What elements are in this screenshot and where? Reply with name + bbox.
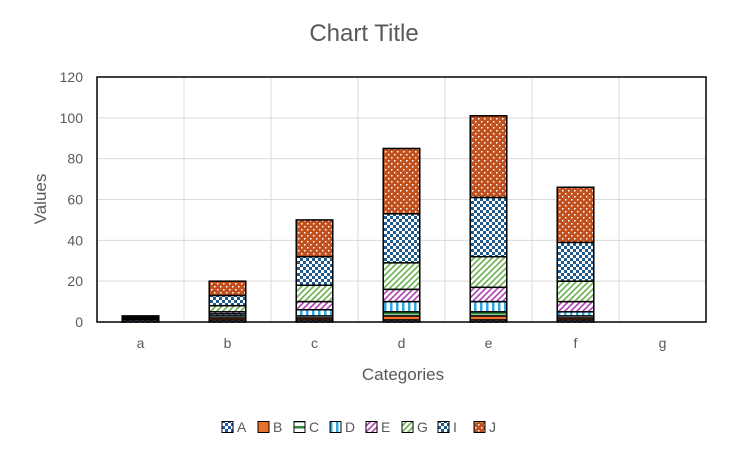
legend-swatch <box>401 421 414 433</box>
legend-label: B <box>273 419 282 435</box>
legend-item: B <box>257 419 282 435</box>
bar-segment-f-J <box>556 186 595 244</box>
x-tick-label: c <box>311 335 318 351</box>
bar-segment-c-I <box>295 255 334 286</box>
bar-segment-e-J <box>469 115 508 199</box>
x-tick-label: f <box>574 335 578 351</box>
legend-label: J <box>489 419 496 435</box>
x-tick-label: g <box>659 335 667 351</box>
bar-segment-d-I <box>382 213 421 264</box>
legend-label: C <box>309 419 319 435</box>
y-tick-label: 80 <box>67 151 83 167</box>
legend-swatch <box>257 421 270 433</box>
legend-item: I <box>437 419 457 435</box>
bar-segment-f-I <box>556 241 595 282</box>
bar-segment-f-G <box>556 280 595 303</box>
legend-item: C <box>293 419 319 435</box>
axes: 0 20 40 60 80 100 120 a b c d e f g <box>60 69 707 351</box>
bar-segment-c-G <box>295 284 334 303</box>
x-tick-label: b <box>224 335 232 351</box>
legend-swatch <box>293 421 306 433</box>
y-tick-label: 100 <box>60 110 84 126</box>
legend-label: I <box>453 419 457 435</box>
y-tick-label: 20 <box>67 273 83 289</box>
y-axis-label: Values <box>31 174 50 225</box>
legend-item: D <box>329 419 355 435</box>
bar-segment-f-E <box>556 300 595 313</box>
bar-segment-b-J <box>208 280 247 297</box>
legend-swatch <box>437 421 450 433</box>
legend-item: E <box>365 419 390 435</box>
bar-segment-e-D <box>469 300 508 313</box>
legend-label: E <box>381 419 390 435</box>
legend-label: A <box>237 419 247 435</box>
bar-segment-e-I <box>469 196 508 258</box>
bar-segment-d-D <box>382 300 421 313</box>
plot-area-border <box>96 76 707 323</box>
bar-segment-d-J <box>382 147 421 215</box>
bar-segment-c-J <box>295 219 334 258</box>
bar-segment-b-G <box>208 304 247 313</box>
x-tick-label: a <box>137 335 145 351</box>
bar-segment-e-E <box>469 286 508 303</box>
bar-segment-a-E <box>121 315 160 318</box>
y-tick-label: 40 <box>67 232 83 248</box>
bar-segment-c-E <box>295 300 334 311</box>
bar-segment-b-I <box>208 294 247 307</box>
legend-swatch <box>329 421 342 433</box>
legend-swatch <box>221 421 234 433</box>
bar-segment-e-G <box>469 255 508 289</box>
y-tick-label: 0 <box>75 314 83 330</box>
legend-swatch <box>473 421 486 433</box>
x-tick-label: d <box>398 335 406 351</box>
legend-item: J <box>473 419 496 435</box>
bar-segment-d-E <box>382 288 421 303</box>
legend-swatch <box>365 421 378 433</box>
legend-label: G <box>417 419 428 435</box>
x-tick-label: e <box>485 335 493 351</box>
x-axis-label: Categories <box>362 365 444 384</box>
y-tick-label: 120 <box>60 69 84 85</box>
legend-item: A <box>221 419 247 435</box>
chart-title: Chart Title <box>309 20 418 47</box>
legend-item: G <box>401 419 428 435</box>
legend-label: D <box>345 419 355 435</box>
y-tick-label: 60 <box>67 192 83 208</box>
bar-segment-c-D <box>295 309 334 317</box>
bar-segment-d-G <box>382 262 421 291</box>
